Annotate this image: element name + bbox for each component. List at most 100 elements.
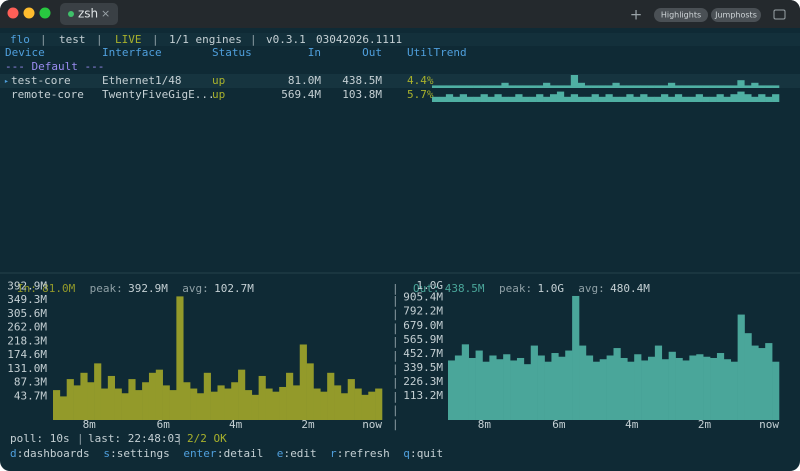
column-header: In <box>308 46 321 59</box>
bar <box>224 388 232 420</box>
bar <box>265 388 273 420</box>
trend-bar <box>730 94 738 102</box>
bar <box>183 382 191 420</box>
trend-bar <box>549 94 558 102</box>
trend-bar <box>563 85 572 88</box>
key: d <box>10 447 17 460</box>
trend-bar <box>438 85 447 88</box>
trend-bar <box>695 85 703 88</box>
trend-bar <box>466 96 474 102</box>
bar <box>482 361 490 420</box>
x-tick-label: 4m <box>625 418 639 431</box>
panel-sep: | <box>392 335 399 348</box>
trend-bar <box>626 85 634 88</box>
y-tick-label: 262.0M <box>7 321 47 334</box>
y-tick-label: 218.3M <box>7 334 47 347</box>
trend-bar <box>598 96 606 102</box>
sep: | <box>77 432 84 445</box>
trend-bar <box>730 85 738 88</box>
ok-count: 2/2 OK <box>187 432 227 445</box>
avg-label: avg: <box>578 282 605 295</box>
bar <box>765 343 773 420</box>
trend-bar <box>661 94 669 102</box>
y-tick-label: 452.7M <box>403 347 443 360</box>
trend-bar <box>556 85 565 88</box>
key-action: edit <box>290 447 317 460</box>
bar <box>306 363 314 420</box>
trend-bar <box>772 85 780 88</box>
bar <box>327 372 335 420</box>
bar <box>544 361 552 420</box>
sep: | <box>176 432 183 445</box>
bar <box>196 393 205 420</box>
bar <box>361 394 369 420</box>
bar <box>772 361 780 420</box>
y-tick-label: 339.5M <box>403 361 443 374</box>
app-name: flo <box>10 33 30 46</box>
trend-bar <box>681 85 690 88</box>
column-header: Out <box>362 46 382 59</box>
bar <box>66 379 74 420</box>
version: v0.3.1 <box>266 33 306 46</box>
panel-sep: | <box>392 349 399 362</box>
bar <box>238 369 246 420</box>
bar <box>292 385 301 420</box>
bar <box>244 390 253 420</box>
trend-bar <box>647 85 655 88</box>
bar <box>599 359 607 420</box>
panel-sep: | <box>392 417 399 430</box>
trend-bar <box>529 85 537 88</box>
chart-label: In: <box>17 282 37 295</box>
bar <box>148 372 157 420</box>
button[interactable] <box>654 8 708 22</box>
x-tick-label: 8m <box>478 418 492 431</box>
key-action: settings <box>117 447 170 460</box>
button-label[interactable]: Highlights <box>661 11 701 20</box>
bar <box>334 385 342 420</box>
tab-close[interactable]: × <box>101 7 110 20</box>
minimize-button[interactable] <box>23 7 35 19</box>
button-label[interactable]: Jumphosts <box>714 11 757 20</box>
trend-bar <box>501 82 509 88</box>
trend-bar <box>709 96 717 102</box>
trend-bar <box>667 96 676 102</box>
x-tick-label: 2m <box>301 418 315 431</box>
close-button[interactable] <box>7 7 19 19</box>
zoom-button[interactable] <box>39 7 51 19</box>
bar <box>142 382 150 420</box>
trend-bar <box>674 85 683 88</box>
bar <box>87 382 95 420</box>
trend-bar <box>744 85 752 88</box>
bar <box>299 344 307 420</box>
chart-current: 438.5M <box>445 282 485 295</box>
sep: | <box>250 33 257 46</box>
bar <box>675 357 683 420</box>
bar <box>613 348 621 420</box>
x-tick-label: 2m <box>698 418 712 431</box>
key: enter <box>183 447 216 460</box>
tab[interactable] <box>60 3 118 25</box>
trend-bar <box>591 94 599 102</box>
bar <box>661 359 669 420</box>
dashboard: test <box>59 33 86 46</box>
y-tick-label: 43.7M <box>14 389 47 402</box>
trend-bar <box>536 94 544 102</box>
bar <box>80 372 88 420</box>
button[interactable] <box>711 8 761 22</box>
bar <box>210 391 218 420</box>
mode: LIVE <box>115 33 142 46</box>
y-tick-label: 174.6M <box>7 348 47 361</box>
trend-bar <box>647 96 655 102</box>
sep: | <box>152 33 159 46</box>
row-cursor: ▸ <box>4 77 9 86</box>
selected-row <box>0 74 800 88</box>
key: q <box>403 447 410 460</box>
bar <box>530 345 538 420</box>
y-tick-label: 679.0M <box>403 319 443 332</box>
new-tab[interactable]: + <box>630 6 643 24</box>
key-action: refresh <box>343 447 389 460</box>
bar <box>107 375 115 420</box>
trend-bar <box>508 85 516 88</box>
sidebar-icon[interactable] <box>773 9 786 20</box>
